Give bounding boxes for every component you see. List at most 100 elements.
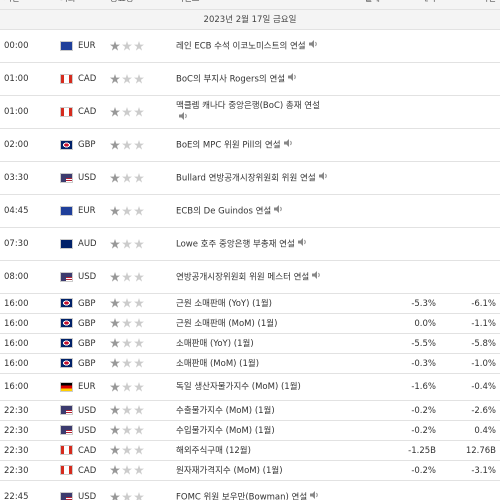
star <box>110 381 120 392</box>
time: 16:00 <box>0 293 56 314</box>
currency: CAD <box>78 465 97 476</box>
event-cell: 소매판매 (MoM) (1월) <box>172 353 334 374</box>
time: 02:00 <box>0 128 56 162</box>
flag <box>60 139 73 150</box>
star <box>134 139 144 150</box>
event: BoC의 부지사 Rogers의 연설 <box>176 74 286 85</box>
star <box>134 106 144 117</box>
star <box>110 338 120 348</box>
forecast: -0.3% <box>384 353 440 374</box>
actual <box>334 161 384 195</box>
time: 22:30 <box>0 400 56 421</box>
currency: GBP <box>78 318 96 329</box>
event-row: 07:30 AUD Lowe 호주 중앙은행 부총재 연설 <box>0 227 500 261</box>
flag <box>60 271 73 282</box>
star <box>122 445 132 455</box>
flag <box>60 338 73 348</box>
currency: CAD <box>78 74 97 84</box>
flag <box>60 381 73 392</box>
star <box>122 139 132 150</box>
event-cell: 근원 소매판매 (YoY) (1월) <box>172 293 334 314</box>
importance <box>106 373 172 401</box>
star <box>122 338 132 348</box>
time: 03:30 <box>0 161 56 195</box>
currency: GBP <box>78 140 96 150</box>
star <box>110 298 120 308</box>
importance <box>106 313 172 334</box>
importance <box>106 293 172 314</box>
event-cell: 해외주식구매 (12월) <box>172 440 334 461</box>
time: 08:00 <box>0 260 56 294</box>
star <box>122 205 132 216</box>
date-row: 2023년 2월 17일 금요일 <box>0 9 500 30</box>
event-row: 01:00 CAD BoC의 부지사 Rogers의 연설 <box>0 62 500 96</box>
previous <box>440 194 500 228</box>
event-row: 22:30 USD 수출물가지수 (MoM) (1월) -0.2% -2.6% <box>0 400 500 421</box>
star <box>110 172 120 183</box>
star <box>110 73 120 84</box>
currency-cell: USD <box>56 420 106 441</box>
actual <box>334 260 384 294</box>
actual <box>334 353 384 374</box>
currency-cell: CAD <box>56 440 106 461</box>
event-cell: 레인 ECB 수석 이코노미스트의 연설 <box>172 29 334 63</box>
time: 22:30 <box>0 460 56 481</box>
time: 16:00 <box>0 333 56 354</box>
event: 수입물가지수 (MoM) (1월) <box>176 425 275 436</box>
column-header: 실제 <box>334 0 384 10</box>
flag <box>60 73 73 84</box>
importance <box>106 400 172 421</box>
forecast <box>384 62 440 96</box>
previous: -6.1% <box>440 293 500 314</box>
currency-cell: EUR <box>56 373 106 401</box>
event-row: 02:00 GBP BoE의 MPC 위원 Pill의 연설 <box>0 128 500 162</box>
importance <box>106 62 172 96</box>
flag <box>60 445 73 455</box>
event: 소매판매 (YoY) (1월) <box>176 338 254 349</box>
importance <box>106 333 172 354</box>
flag <box>60 106 73 117</box>
currency: USD <box>78 173 97 183</box>
event-cell: 소매판매 (YoY) (1월) <box>172 333 334 354</box>
flag <box>60 318 73 328</box>
time: 22:30 <box>0 420 56 441</box>
previous <box>440 480 500 500</box>
star <box>134 318 144 328</box>
star <box>110 40 120 51</box>
event: 원자재가격지수 (MoM) (1월) <box>176 465 283 476</box>
currency-cell: GBP <box>56 128 106 162</box>
actual <box>334 293 384 314</box>
event-row: 22:30 USD 수입물가지수 (MoM) (1월) -0.2% 0.4% <box>0 420 500 441</box>
event-cell: BoC의 부지사 Rogers의 연설 <box>172 62 334 96</box>
event-cell: 맥클렘 캐나다 중앙은행(BoC) 총재 연설 <box>172 95 334 129</box>
star <box>110 465 120 475</box>
star <box>110 318 120 328</box>
currency: EUR <box>78 382 96 392</box>
forecast: -5.3% <box>384 293 440 314</box>
event: ECB의 De Guindos 연설 <box>176 206 272 217</box>
currency-cell: CAD <box>56 62 106 96</box>
star <box>110 491 120 500</box>
event-row: 08:00 USD 연방공개시장위원회 위원 메스터 연설 <box>0 260 500 294</box>
flag <box>60 238 73 249</box>
currency-cell: USD <box>56 161 106 195</box>
actual <box>334 440 384 461</box>
star <box>122 358 132 368</box>
actual <box>334 95 384 129</box>
event: Bullard 연방공개시장위원회 위원 연설 <box>176 173 316 184</box>
forecast <box>384 194 440 228</box>
time: 16:00 <box>0 373 56 401</box>
currency: GBP <box>78 338 96 349</box>
previous <box>440 260 500 294</box>
currency: CAD <box>78 445 97 456</box>
event-cell: 수입물가지수 (MoM) (1월) <box>172 420 334 441</box>
currency: USD <box>78 425 97 436</box>
time: 01:00 <box>0 95 56 129</box>
currency: GBP <box>78 298 96 309</box>
previous <box>440 29 500 63</box>
flag <box>60 298 73 308</box>
event-cell: FOMC 위원 보우만(Bowman) 연설 <box>172 480 334 500</box>
time: 07:30 <box>0 227 56 261</box>
speaker-icon <box>310 490 319 500</box>
star <box>134 465 144 475</box>
